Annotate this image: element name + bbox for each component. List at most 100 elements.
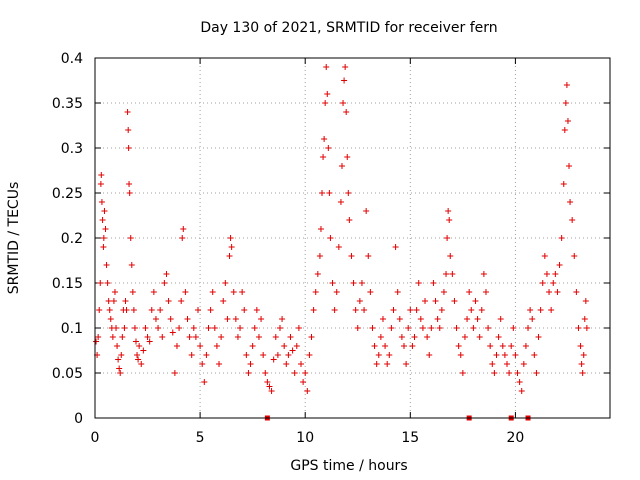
data-point <box>142 325 149 331</box>
data-point <box>411 334 418 340</box>
data-point <box>392 244 399 250</box>
data-point <box>390 307 397 313</box>
data-point <box>468 307 475 313</box>
data-point <box>283 361 290 367</box>
data-point <box>312 289 319 295</box>
data-point <box>340 100 347 106</box>
chart-title: Day 130 of 2021, SRMTID for receiver fer… <box>200 20 497 36</box>
data-point <box>316 253 323 259</box>
data-point <box>195 307 201 313</box>
data-point <box>346 217 353 223</box>
data-point <box>506 370 513 376</box>
y-tick-label: 0.2 <box>61 231 83 247</box>
data-point <box>234 334 241 340</box>
data-point <box>93 338 100 345</box>
data-point <box>224 316 231 322</box>
data-point <box>326 190 333 196</box>
data-point <box>405 325 412 331</box>
data-point <box>504 361 510 367</box>
data-point <box>342 64 349 70</box>
data-point <box>98 199 105 205</box>
data-point <box>417 316 424 322</box>
data-point <box>274 352 281 358</box>
data-point <box>178 298 185 304</box>
data-point <box>466 289 473 295</box>
data-point <box>190 325 197 331</box>
data-point <box>365 253 372 259</box>
data-point <box>161 280 168 286</box>
data-point <box>232 316 239 322</box>
x-tick-label: 5 <box>196 430 205 446</box>
data-point <box>304 388 311 394</box>
data-point <box>323 64 330 70</box>
data-point <box>554 289 561 295</box>
data-point <box>165 298 172 304</box>
data-point <box>100 244 107 250</box>
data-point <box>415 280 422 286</box>
data-point <box>426 352 433 358</box>
data-point <box>260 352 267 358</box>
data-point <box>213 343 220 349</box>
data-point <box>319 190 326 196</box>
data-point <box>102 226 109 232</box>
data-point <box>317 226 324 232</box>
data-point <box>436 325 443 331</box>
data-point <box>480 271 487 277</box>
data-point <box>428 325 435 331</box>
data-point <box>482 289 489 295</box>
data-point <box>403 361 410 367</box>
data-point <box>358 280 365 286</box>
data-point <box>335 244 342 250</box>
data-point <box>461 334 468 340</box>
data-point <box>320 154 327 160</box>
data-point <box>583 325 590 331</box>
data-point <box>117 370 124 376</box>
data-point <box>451 298 458 304</box>
data-point <box>228 244 235 250</box>
data-point <box>188 352 195 358</box>
data-point <box>398 334 405 340</box>
data-point <box>453 325 460 331</box>
data-point <box>377 334 384 340</box>
data-point <box>298 361 304 367</box>
data-point <box>113 325 120 331</box>
data-point <box>192 334 199 340</box>
data-point <box>249 343 256 349</box>
plot-frame <box>94 57 611 419</box>
data-point <box>548 307 555 313</box>
data-point <box>179 235 186 241</box>
data-point <box>281 343 288 349</box>
data-point <box>125 145 132 151</box>
data-point <box>140 347 147 354</box>
x-tick-label: 15 <box>401 430 419 446</box>
data-point <box>470 325 477 331</box>
data-point <box>472 298 479 304</box>
data-point <box>203 352 210 358</box>
data-point <box>522 343 529 349</box>
y-tick-label: 0.25 <box>52 186 83 202</box>
data-point <box>561 127 568 133</box>
data-point <box>348 253 355 259</box>
x-tick-label: 10 <box>296 430 314 446</box>
data-point <box>499 343 506 349</box>
data-point <box>341 77 348 84</box>
data-point <box>306 352 313 358</box>
data-point <box>99 217 106 223</box>
data-point <box>136 343 143 349</box>
data-point <box>529 316 536 322</box>
data-point <box>321 136 328 142</box>
data-point <box>104 280 111 286</box>
y-tick-label: 0.05 <box>52 366 83 382</box>
data-point <box>287 334 294 340</box>
data-point <box>581 316 588 322</box>
data-point <box>310 307 317 313</box>
y-tick-label: 0.35 <box>52 96 83 112</box>
data-point <box>130 307 137 313</box>
data-point <box>289 347 296 354</box>
data-point <box>514 370 521 376</box>
data-point <box>476 334 483 340</box>
data-point <box>182 289 189 295</box>
data-point <box>407 307 414 313</box>
data-point <box>186 334 193 340</box>
